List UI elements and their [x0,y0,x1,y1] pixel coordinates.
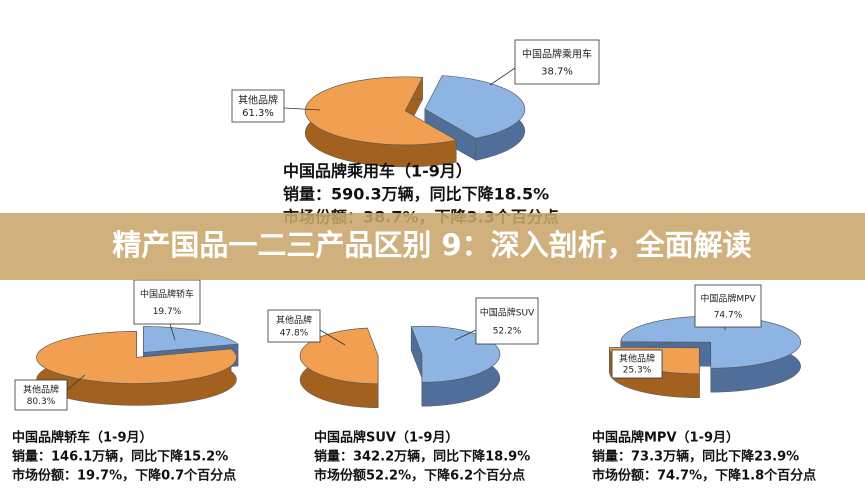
caption-line: 销量：146.1万辆，同比下降15.2% [12,449,228,465]
leader-line [283,107,321,111]
slice-label: 其他品牌 [276,314,312,326]
label-box [611,349,663,379]
caption-line: 中国品牌SUV（1-9月） [314,430,458,446]
label-box [133,279,201,325]
pie-slice [424,75,526,139]
slice-label: 中国品牌SUV [480,307,535,319]
value-label: 47.8% [280,329,309,339]
slice-label: 中国品牌MPV [700,292,756,304]
leader-line [489,67,516,86]
label-box [694,284,762,328]
caption-line: 销量：73.3万辆，同比下降23.9% [592,449,799,465]
caption-line: 中国品牌MPV（1-9月） [592,430,739,446]
leader-line [66,374,86,391]
leader-line [319,329,346,346]
value-label: 38.7% [541,67,573,78]
caption-line: 销量：590.3万辆，同比下降18.5% [283,185,549,204]
pie-slice [304,76,458,146]
leader-line [169,323,176,341]
label-box [475,297,539,345]
value-label: 80.3% [27,397,56,407]
caption-line: 市场份额52.2%，下降6.2个百分点 [314,468,525,484]
caption-line: 中国品牌轿车（1-9月） [12,430,153,446]
leader-line [454,329,477,341]
banner-title: 精产国品一二三产品区别 9：深入剖析，全面解读 [112,228,751,262]
value-label: 25.3% [623,366,652,376]
value-label: 19.7% [153,307,182,317]
value-label: 52.2% [493,327,522,337]
label-box [14,379,68,411]
caption-line: 中国品牌乘用车（1-9月） [283,162,472,181]
value-label: 61.3% [242,108,274,119]
banner [0,213,865,280]
pie-slice [620,315,801,369]
pie-slice [143,326,239,353]
label-box [267,309,321,343]
label-box [514,39,600,85]
label-box [231,89,285,123]
value-label: 74.7% [714,311,743,321]
caption-line: 市场份额：19.7%，下降0.7个百分点 [12,468,236,484]
caption-line: 销量：342.2万辆，同比下降18.9% [314,449,530,465]
slice-label: 中国品牌乘用车 [522,48,592,61]
slice-label: 中国品牌轿车 [140,288,194,300]
caption-line: 市场份额：74.7%，下降1.8个百分点 [592,468,816,484]
slice-label: 其他品牌 [619,353,655,365]
slice-label: 其他品牌 [23,383,59,395]
slice-label: 其他品牌 [238,94,278,107]
pie-slice [36,331,237,384]
